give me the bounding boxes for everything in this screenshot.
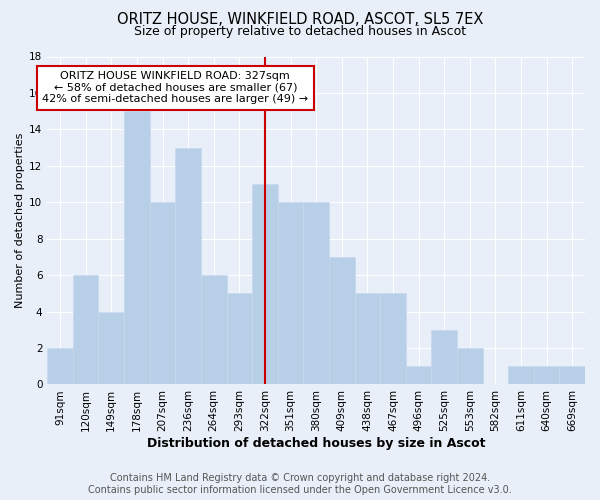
Bar <box>457 348 482 385</box>
Text: Contains HM Land Registry data © Crown copyright and database right 2024.
Contai: Contains HM Land Registry data © Crown c… <box>88 474 512 495</box>
Bar <box>201 275 227 384</box>
Bar <box>175 148 201 384</box>
Bar <box>73 275 98 384</box>
Bar <box>559 366 585 384</box>
Bar <box>252 184 278 384</box>
Bar <box>150 202 175 384</box>
Bar <box>534 366 559 384</box>
Bar <box>98 312 124 384</box>
Bar <box>508 366 534 384</box>
Bar <box>47 348 73 385</box>
Text: ORITZ HOUSE, WINKFIELD ROAD, ASCOT, SL5 7EX: ORITZ HOUSE, WINKFIELD ROAD, ASCOT, SL5 … <box>117 12 483 28</box>
Bar <box>329 257 355 384</box>
Bar <box>431 330 457 384</box>
Text: ORITZ HOUSE WINKFIELD ROAD: 327sqm
← 58% of detached houses are smaller (67)
42%: ORITZ HOUSE WINKFIELD ROAD: 327sqm ← 58%… <box>42 71 308 104</box>
X-axis label: Distribution of detached houses by size in Ascot: Distribution of detached houses by size … <box>147 437 485 450</box>
Bar <box>380 294 406 384</box>
Bar <box>278 202 304 384</box>
Bar <box>227 294 252 384</box>
Y-axis label: Number of detached properties: Number of detached properties <box>15 133 25 308</box>
Bar <box>355 294 380 384</box>
Bar <box>406 366 431 384</box>
Bar <box>304 202 329 384</box>
Text: Size of property relative to detached houses in Ascot: Size of property relative to detached ho… <box>134 25 466 38</box>
Bar <box>124 111 150 384</box>
